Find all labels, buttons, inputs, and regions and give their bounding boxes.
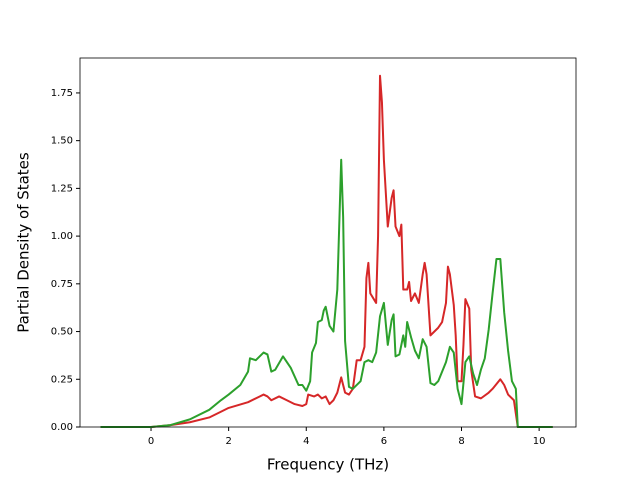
x-tick-label: 4 — [303, 436, 309, 447]
x-tick-label: 2 — [225, 436, 231, 447]
y-axis-label: Partial Density of States — [15, 152, 33, 333]
y-tick-label: 1.75 — [51, 88, 73, 99]
series-line — [100, 158, 553, 428]
series-line — [100, 74, 553, 428]
y-tick-label: 0.00 — [51, 422, 73, 433]
x-tick-label: 6 — [381, 436, 387, 447]
x-tick-label: 8 — [458, 436, 464, 447]
y-tick-label: 1.50 — [51, 136, 73, 147]
y-tick-label: 1.00 — [51, 231, 73, 242]
x-tick-label: 0 — [148, 436, 154, 447]
x-tick-label: 10 — [533, 436, 546, 447]
x-axis-label: Frequency (THz) — [267, 456, 389, 474]
y-tick-label: 1.25 — [51, 183, 73, 194]
y-tick-label: 0.75 — [51, 279, 73, 290]
plot-frame — [79, 57, 577, 428]
y-tick-label: 0.50 — [51, 327, 73, 338]
y-tick-label: 0.25 — [51, 374, 73, 385]
